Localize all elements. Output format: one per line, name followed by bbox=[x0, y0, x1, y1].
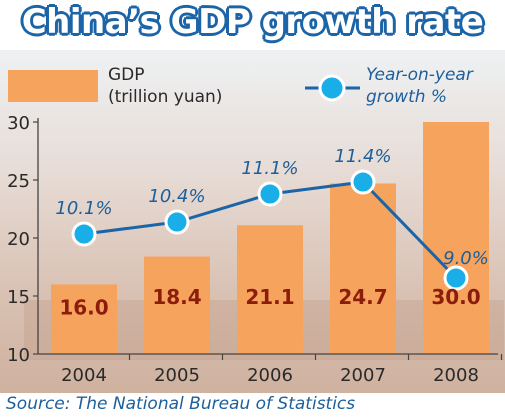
gdp-value-label-2005: 18.4 bbox=[152, 285, 201, 309]
gdp-bar-2007 bbox=[330, 183, 396, 354]
x-tick-label-2007: 2007 bbox=[340, 365, 386, 386]
growth-marker-2004 bbox=[71, 221, 97, 247]
gdp-bar-2005 bbox=[144, 256, 210, 354]
growth-value-label-2006: 11.1% bbox=[241, 158, 298, 179]
legend-growth-marker bbox=[318, 74, 346, 102]
growth-marker-2006 bbox=[257, 181, 283, 207]
growth-value-label-2007: 11.4% bbox=[334, 146, 391, 167]
y-tick-label-20: 20 bbox=[7, 229, 30, 250]
y-tick-label-15: 15 bbox=[7, 287, 30, 308]
gdp-value-label-2004: 16.0 bbox=[59, 295, 108, 319]
y-tick-label-25: 25 bbox=[7, 171, 30, 192]
growth-marker-2008 bbox=[443, 265, 469, 291]
legend-gdp-label-line1: GDP bbox=[108, 65, 145, 85]
legend-gdp-label-line2: (trillion yuan) bbox=[108, 87, 223, 107]
x-tick-label-2008: 2008 bbox=[433, 365, 479, 386]
chart-svg: 2004 2005 2006 2007 2008 10 15 20 25 30 16.0 18.4 2… bbox=[0, 50, 505, 393]
x-tick-label-2006: 2006 bbox=[247, 365, 293, 386]
gdp-bar-2004 bbox=[51, 284, 117, 354]
title-bar: China’s GDP growth rate bbox=[0, 0, 505, 50]
growth-value-label-2004: 10.1% bbox=[55, 198, 112, 219]
gdp-value-label-2007: 24.7 bbox=[338, 285, 387, 309]
chart-title: China’s GDP growth rate bbox=[21, 2, 484, 42]
legend-growth-label-line2: growth % bbox=[366, 87, 448, 107]
y-tick-label-10: 10 bbox=[7, 345, 30, 366]
legend-growth-label-line1: Year-on-year bbox=[366, 65, 473, 85]
gdp-bar-2006 bbox=[237, 225, 303, 354]
growth-value-label-2008: 9.0% bbox=[443, 248, 489, 269]
growth-value-label-2005: 10.4% bbox=[148, 186, 205, 207]
y-tick-label-30: 30 bbox=[7, 113, 30, 134]
growth-marker-2007 bbox=[350, 169, 376, 195]
gdp-value-label-2008: 30.0 bbox=[431, 285, 480, 309]
legend-gdp-swatch bbox=[8, 70, 98, 102]
x-tick-label-2004: 2004 bbox=[61, 365, 107, 386]
x-tick-label-2005: 2005 bbox=[154, 365, 200, 386]
gdp-bar-2008 bbox=[423, 122, 489, 354]
source-note: Source: The National Bureau of Statistic… bbox=[6, 394, 356, 414]
gdp-value-label-2006: 21.1 bbox=[245, 285, 294, 309]
plot-background: 2004 2005 2006 2007 2008 10 15 20 25 30 16.0 18.4 2… bbox=[0, 50, 505, 393]
growth-marker-2005 bbox=[164, 209, 190, 235]
